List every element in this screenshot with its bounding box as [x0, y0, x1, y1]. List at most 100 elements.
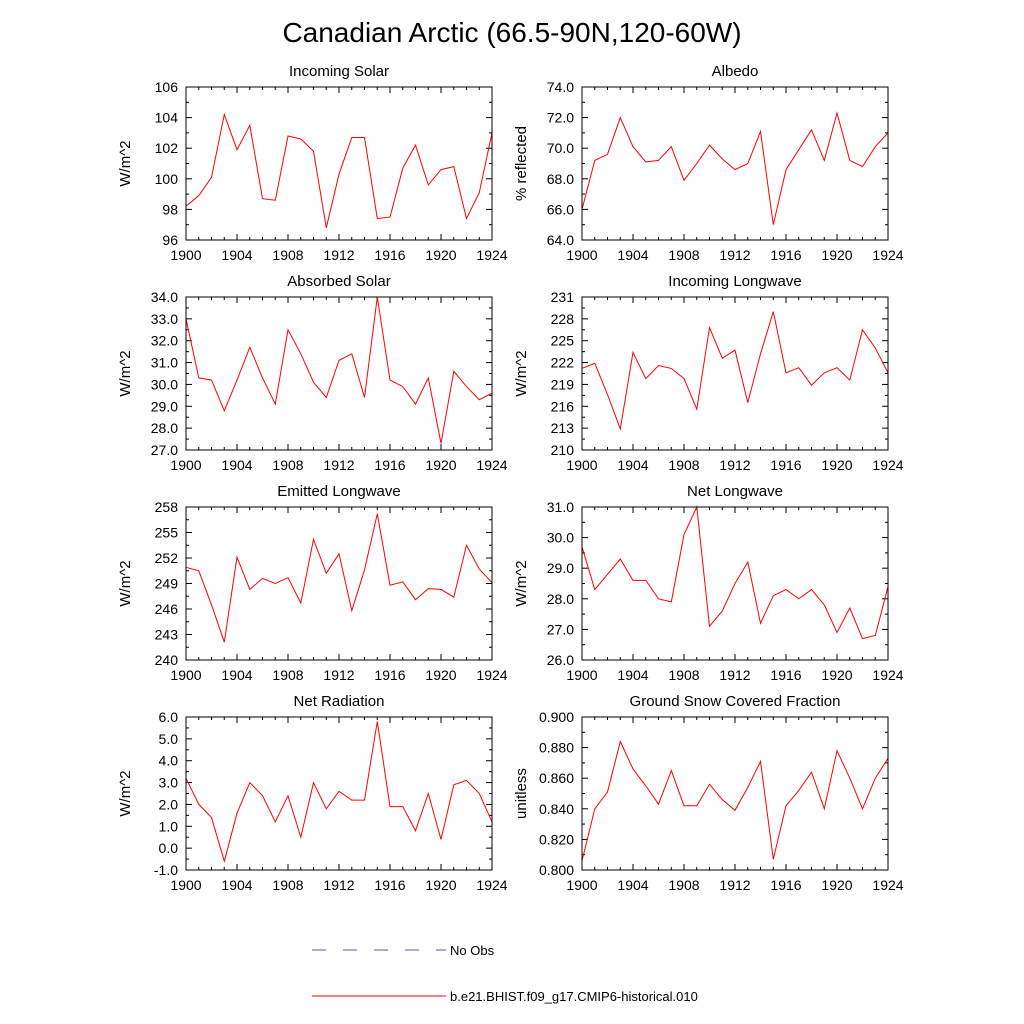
series-line: [581, 311, 889, 431]
x-tick-label: 1912: [323, 877, 354, 893]
y-axis-label: W/m^2: [117, 140, 134, 186]
x-tick-label: 1924: [476, 667, 507, 683]
y-tick-label: 29.0: [547, 560, 574, 576]
x-tick-label: 1908: [668, 457, 699, 473]
x-tick-label: 1900: [170, 457, 201, 473]
x-tick-label: 1908: [272, 877, 303, 893]
x-tick-label: 1912: [323, 667, 354, 683]
y-tick-label: 249: [155, 576, 179, 592]
panels: 1900 1904 1908 1912 1916 1920 1924 96 98 100 102 10…: [117, 63, 904, 893]
x-tick-label: 1916: [374, 457, 405, 473]
y-tick-label: -1.0: [154, 862, 178, 878]
x-tick-label: 1912: [323, 457, 354, 473]
y-tick-label: 255: [155, 525, 179, 541]
x-tick-label: 1900: [170, 877, 201, 893]
x-tick-label: 1916: [374, 877, 405, 893]
y-tick-label: 0.880: [539, 740, 574, 756]
x-tick-label: 1916: [770, 877, 801, 893]
y-tick-label: 210: [551, 442, 575, 458]
x-tick-label: 1916: [374, 667, 405, 683]
x-tick-label: 1924: [872, 877, 903, 893]
y-tick-label: 222: [551, 355, 575, 371]
x-tick-label: 1924: [872, 667, 903, 683]
y-tick-label: 31.0: [547, 499, 574, 515]
y-tick-label: 74.0: [547, 79, 574, 95]
y-tick-label: 0.840: [539, 801, 574, 817]
y-tick-label: 30.0: [151, 376, 178, 392]
plot-frame: [185, 716, 493, 871]
y-tick-label: 0.900: [539, 709, 574, 725]
y-tick-label: 0.820: [539, 831, 574, 847]
x-tick-label: 1916: [770, 667, 801, 683]
x-tick-label: 1916: [770, 457, 801, 473]
plot-frame: [185, 506, 493, 661]
x-tick-label: 1900: [566, 877, 597, 893]
y-tick-label: 33.0: [151, 311, 178, 327]
y-tick-label: 219: [551, 376, 575, 392]
plot-frame: [581, 296, 889, 451]
figure-title: Canadian Arctic (66.5-90N,120-60W): [282, 17, 741, 48]
y-tick-label: 231: [551, 289, 575, 305]
y-tick-label: 102: [155, 140, 179, 156]
x-tick-label: 1920: [821, 457, 852, 473]
x-tick-label: 1900: [170, 667, 201, 683]
x-tick-label: 1904: [617, 877, 648, 893]
panel-title: Absorbed Solar: [287, 273, 390, 290]
y-tick-label: 228: [551, 311, 575, 327]
chart-panel: 1900 1904 1908 1912 1916 1920 1924 240 243 246 249…: [117, 483, 508, 683]
plot-frame: [581, 506, 889, 661]
y-tick-label: 30.0: [547, 530, 574, 546]
x-tick-label: 1920: [425, 457, 456, 473]
x-tick-label: 1904: [221, 247, 252, 263]
y-tick-label: 29.0: [151, 398, 178, 414]
y-tick-label: 1.0: [159, 818, 179, 834]
y-tick-label: 96: [162, 232, 178, 248]
y-tick-label: 31.0: [151, 355, 178, 371]
y-axis-label: W/m^2: [513, 560, 530, 606]
plot-frame: [185, 86, 493, 241]
y-tick-label: 70.0: [547, 140, 574, 156]
x-tick-label: 1924: [476, 247, 507, 263]
y-axis-label: W/m^2: [513, 350, 530, 396]
y-tick-label: 216: [551, 398, 575, 414]
plot-frame: [581, 86, 889, 241]
panel-title: Net Longwave: [687, 483, 783, 500]
series-line: [581, 111, 889, 225]
x-tick-label: 1904: [221, 457, 252, 473]
y-tick-label: 34.0: [151, 289, 178, 305]
x-tick-label: 1924: [872, 247, 903, 263]
x-tick-label: 1908: [272, 667, 303, 683]
y-tick-label: 72.0: [547, 110, 574, 126]
series-line: [185, 296, 493, 444]
y-tick-label: 5.0: [159, 731, 179, 747]
y-tick-label: 0.800: [539, 862, 574, 878]
chart-panel: 1900 1904 1908 1912 1916 1920 1924 26.0 27.0 28.0…: [513, 483, 904, 683]
y-axis-label: unitless: [513, 768, 530, 819]
x-tick-label: 1904: [221, 877, 252, 893]
panel-title: Net Radiation: [294, 693, 385, 710]
panel-title: Incoming Longwave: [668, 273, 801, 290]
x-tick-label: 1912: [719, 457, 750, 473]
y-tick-label: 66.0: [547, 201, 574, 217]
plot-frame: [185, 296, 493, 451]
x-tick-label: 1904: [617, 457, 648, 473]
legend: No Obs b.e21.BHIST.f09_g17.CMIP6-historic…: [312, 943, 698, 1004]
y-tick-label: 258: [155, 499, 179, 515]
y-tick-label: 246: [155, 601, 179, 617]
x-tick-label: 1924: [476, 877, 507, 893]
series-line: [581, 740, 889, 861]
y-tick-label: 68.0: [547, 171, 574, 187]
chart-panel: 1900 1904 1908 1912 1916 1920 1924 210 213 216 219…: [513, 273, 904, 473]
y-tick-label: 243: [155, 627, 179, 643]
x-tick-label: 1904: [221, 667, 252, 683]
x-tick-label: 1904: [617, 247, 648, 263]
y-tick-label: 6.0: [159, 709, 179, 725]
x-tick-label: 1900: [170, 247, 201, 263]
chart-panel: 1900 1904 1908 1912 1916 1920 1924 96 98 100 102 10…: [117, 63, 508, 263]
x-tick-label: 1920: [425, 877, 456, 893]
y-axis-label: W/m^2: [117, 770, 134, 816]
x-tick-label: 1912: [719, 877, 750, 893]
y-tick-label: 104: [155, 110, 179, 126]
panel-title: Ground Snow Covered Fraction: [630, 693, 841, 710]
